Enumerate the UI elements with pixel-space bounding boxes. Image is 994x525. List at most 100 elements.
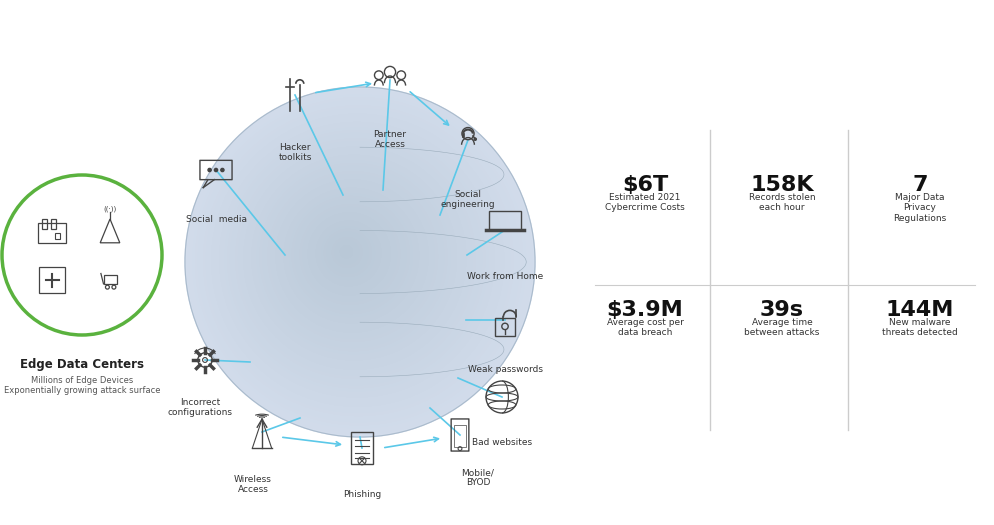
Circle shape	[279, 183, 424, 329]
Circle shape	[199, 101, 519, 422]
Bar	[38, 223, 66, 243]
Text: 7: 7	[912, 175, 927, 195]
Circle shape	[204, 106, 513, 415]
Text: Wireless
Access: Wireless Access	[234, 475, 272, 495]
Circle shape	[215, 117, 500, 403]
Circle shape	[209, 112, 507, 409]
Bar	[495, 318, 516, 336]
Text: $6T: $6T	[622, 175, 668, 195]
Circle shape	[306, 211, 394, 298]
Text: Average cost per
data breach: Average cost per data breach	[606, 318, 684, 338]
Text: Partner
Access: Partner Access	[374, 130, 407, 150]
Text: Hacker
toolkits: Hacker toolkits	[278, 143, 312, 162]
Bar	[42, 219, 47, 229]
Text: Phishing: Phishing	[343, 490, 381, 499]
Circle shape	[295, 200, 406, 310]
Circle shape	[215, 169, 218, 172]
Circle shape	[335, 240, 359, 264]
Circle shape	[228, 131, 485, 387]
Circle shape	[268, 172, 437, 341]
Circle shape	[252, 155, 456, 360]
Text: Estimated 2021
Cybercrime Costs: Estimated 2021 Cybercrime Costs	[605, 193, 685, 213]
Text: Records stolen
each hour: Records stolen each hour	[748, 193, 815, 213]
Circle shape	[193, 95, 526, 428]
Circle shape	[218, 120, 497, 400]
Text: Weak passwords: Weak passwords	[467, 365, 543, 374]
Circle shape	[254, 158, 453, 356]
Bar	[462, 133, 464, 137]
Bar	[39, 267, 65, 293]
Circle shape	[322, 227, 375, 279]
Text: 144M: 144M	[886, 300, 954, 320]
Circle shape	[327, 232, 368, 273]
Circle shape	[281, 186, 421, 326]
Circle shape	[239, 142, 472, 375]
Bar	[453, 425, 466, 447]
Circle shape	[300, 205, 400, 304]
Text: 158K: 158K	[750, 175, 814, 195]
Circle shape	[311, 216, 387, 292]
Circle shape	[265, 169, 440, 344]
Circle shape	[308, 213, 390, 295]
Circle shape	[316, 222, 381, 286]
Text: Bad websites: Bad websites	[472, 438, 532, 447]
Circle shape	[297, 202, 403, 307]
Circle shape	[287, 191, 415, 320]
Circle shape	[260, 164, 446, 350]
Circle shape	[247, 150, 462, 366]
Circle shape	[234, 136, 478, 381]
Circle shape	[245, 148, 466, 369]
Circle shape	[292, 197, 409, 313]
Text: Work from Home: Work from Home	[467, 272, 543, 281]
Bar	[103, 275, 116, 284]
Circle shape	[231, 133, 481, 384]
Text: Mobile/
BYOD: Mobile/ BYOD	[461, 468, 494, 487]
Circle shape	[273, 177, 431, 335]
Text: $3.9M: $3.9M	[606, 300, 684, 320]
Circle shape	[196, 98, 523, 425]
Text: Average time
between attacks: Average time between attacks	[745, 318, 820, 338]
Circle shape	[207, 109, 510, 412]
Circle shape	[242, 144, 469, 372]
Bar	[489, 211, 521, 230]
Circle shape	[212, 114, 504, 406]
Circle shape	[188, 90, 532, 434]
Circle shape	[319, 224, 378, 282]
Text: Millions of Edge Devices
Exponentially growing attack surface: Millions of Edge Devices Exponentially g…	[4, 376, 160, 395]
Circle shape	[330, 235, 365, 270]
Circle shape	[257, 161, 450, 353]
Circle shape	[191, 92, 529, 431]
Circle shape	[333, 238, 362, 267]
Circle shape	[262, 166, 443, 348]
Text: Edge Data Centers: Edge Data Centers	[20, 358, 144, 371]
Bar	[351, 432, 373, 464]
Circle shape	[236, 139, 475, 378]
Circle shape	[314, 218, 384, 289]
Text: Incorrect
configurations: Incorrect configurations	[168, 398, 233, 417]
Circle shape	[338, 243, 356, 261]
Bar	[51, 219, 56, 229]
Circle shape	[220, 123, 494, 397]
Circle shape	[185, 87, 535, 437]
Circle shape	[249, 153, 459, 363]
Circle shape	[201, 103, 516, 418]
Circle shape	[221, 169, 224, 172]
Circle shape	[303, 207, 397, 301]
Circle shape	[226, 128, 488, 391]
Circle shape	[208, 169, 211, 172]
Circle shape	[271, 175, 434, 338]
Text: Social  media: Social media	[186, 215, 247, 224]
Text: Social
engineering: Social engineering	[440, 190, 495, 209]
Circle shape	[343, 249, 349, 255]
Text: ((·)): ((·))	[103, 205, 116, 212]
Text: 39s: 39s	[760, 300, 804, 320]
Circle shape	[284, 188, 418, 322]
Circle shape	[324, 229, 371, 276]
Circle shape	[341, 246, 352, 258]
Circle shape	[276, 180, 427, 332]
Circle shape	[289, 194, 413, 317]
Text: Major Data
Privacy
Regulations: Major Data Privacy Regulations	[894, 193, 946, 223]
Circle shape	[474, 138, 476, 140]
Bar	[55, 233, 61, 238]
Text: New malware
threats detected: New malware threats detected	[882, 318, 958, 338]
